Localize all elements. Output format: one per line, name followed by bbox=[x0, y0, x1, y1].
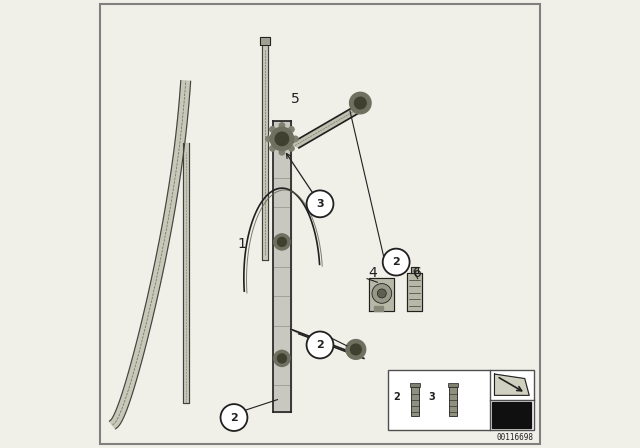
Polygon shape bbox=[407, 273, 422, 311]
Text: 6: 6 bbox=[413, 266, 422, 280]
Text: 3: 3 bbox=[428, 392, 435, 402]
Polygon shape bbox=[492, 402, 531, 428]
Circle shape bbox=[221, 404, 248, 431]
Text: 5: 5 bbox=[291, 91, 300, 106]
Polygon shape bbox=[291, 103, 369, 148]
Circle shape bbox=[274, 350, 290, 366]
Bar bbox=[410, 383, 420, 387]
Text: 2: 2 bbox=[394, 392, 400, 402]
Circle shape bbox=[349, 92, 371, 114]
Polygon shape bbox=[184, 143, 189, 403]
Polygon shape bbox=[374, 306, 383, 311]
Circle shape bbox=[289, 146, 294, 151]
Circle shape bbox=[307, 190, 333, 217]
Circle shape bbox=[292, 136, 298, 142]
Circle shape bbox=[269, 146, 275, 151]
Polygon shape bbox=[273, 121, 291, 412]
Text: 3: 3 bbox=[316, 199, 324, 209]
Circle shape bbox=[279, 150, 285, 155]
Circle shape bbox=[355, 97, 366, 109]
Text: 2: 2 bbox=[392, 257, 400, 267]
Bar bbox=[388, 370, 534, 430]
Circle shape bbox=[278, 237, 287, 246]
Bar bbox=[448, 383, 458, 387]
Circle shape bbox=[274, 234, 290, 250]
Circle shape bbox=[289, 127, 294, 132]
Bar bbox=[412, 384, 419, 416]
Circle shape bbox=[269, 127, 275, 132]
Polygon shape bbox=[262, 45, 269, 260]
Polygon shape bbox=[369, 278, 394, 311]
Text: 2: 2 bbox=[230, 413, 238, 422]
Circle shape bbox=[270, 127, 294, 151]
Circle shape bbox=[383, 249, 410, 276]
Polygon shape bbox=[260, 37, 270, 45]
Circle shape bbox=[278, 354, 287, 363]
Circle shape bbox=[307, 332, 333, 358]
Circle shape bbox=[378, 289, 387, 298]
Text: 4: 4 bbox=[369, 266, 377, 280]
Text: 1: 1 bbox=[237, 237, 246, 251]
Circle shape bbox=[279, 123, 285, 128]
Bar bbox=[449, 384, 457, 416]
Circle shape bbox=[372, 284, 392, 303]
Circle shape bbox=[351, 344, 361, 355]
Circle shape bbox=[275, 132, 289, 146]
Text: 2: 2 bbox=[316, 340, 324, 350]
Polygon shape bbox=[411, 267, 418, 273]
Circle shape bbox=[346, 340, 365, 359]
Polygon shape bbox=[495, 374, 529, 396]
Text: 00116698: 00116698 bbox=[497, 433, 534, 442]
Polygon shape bbox=[291, 329, 364, 358]
Polygon shape bbox=[109, 81, 191, 429]
Circle shape bbox=[266, 136, 271, 142]
